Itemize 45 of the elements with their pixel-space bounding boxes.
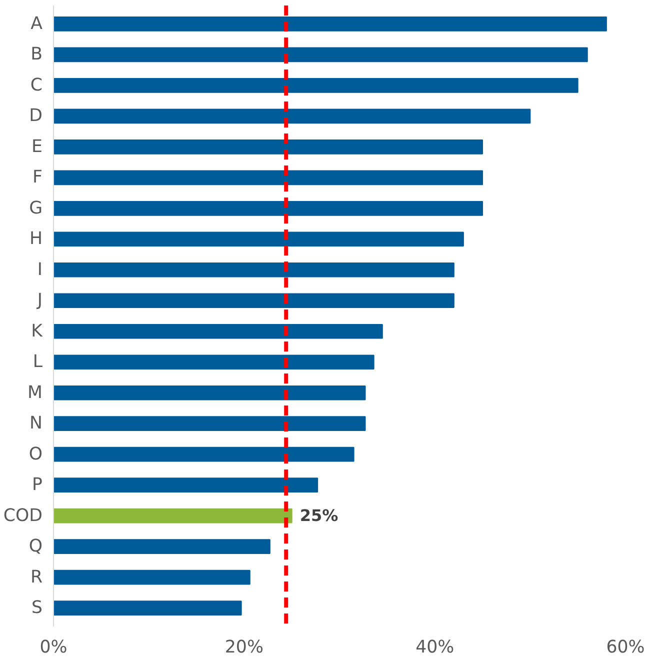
bar: [54, 600, 242, 616]
bar: [54, 200, 483, 216]
bar: [54, 170, 483, 186]
y-tick-label: Q: [28, 536, 42, 557]
y-tick-label: S: [32, 598, 42, 618]
bar: [54, 16, 607, 32]
bar: [54, 47, 588, 62]
y-tick-label: A: [30, 14, 43, 34]
y-tick-label: COD: [3, 506, 43, 526]
bar: [54, 293, 454, 308]
x-tick-label: 60%: [606, 638, 645, 658]
y-tick-label: H: [29, 229, 42, 250]
x-tick-label: 20%: [224, 638, 264, 658]
y-tick-label: G: [29, 198, 43, 218]
bar: [54, 446, 354, 462]
bar: [54, 140, 483, 154]
bar: [54, 232, 464, 247]
y-tick-label: J: [36, 290, 43, 311]
bar: [54, 385, 366, 400]
y-tick-label: K: [31, 321, 44, 342]
y-tick-label: F: [32, 168, 42, 188]
bar: [54, 478, 318, 492]
bar: [54, 108, 531, 124]
bar: [54, 539, 270, 554]
y-tick-label: P: [32, 475, 43, 496]
y-tick-label: R: [30, 567, 43, 588]
bar: [54, 78, 578, 93]
data-label: 25%: [300, 506, 338, 525]
x-tick-label: 0%: [40, 638, 68, 658]
bar: [54, 324, 383, 339]
y-tick-label: D: [29, 106, 42, 126]
bar: [54, 354, 374, 370]
y-tick-label: C: [30, 75, 43, 96]
bar: [54, 570, 250, 585]
y-tick-label: L: [32, 352, 43, 372]
y-tick-label: I: [37, 260, 43, 280]
y-tick-label: O: [28, 444, 42, 464]
y-tick-label: M: [28, 382, 43, 403]
y-tick-label: B: [30, 44, 43, 65]
y-tick-label: N: [30, 414, 43, 434]
bar: [54, 262, 454, 278]
y-tick-label: E: [32, 136, 43, 157]
bar: [54, 508, 292, 524]
x-tick-label: 40%: [416, 638, 454, 658]
bar: [54, 416, 366, 432]
